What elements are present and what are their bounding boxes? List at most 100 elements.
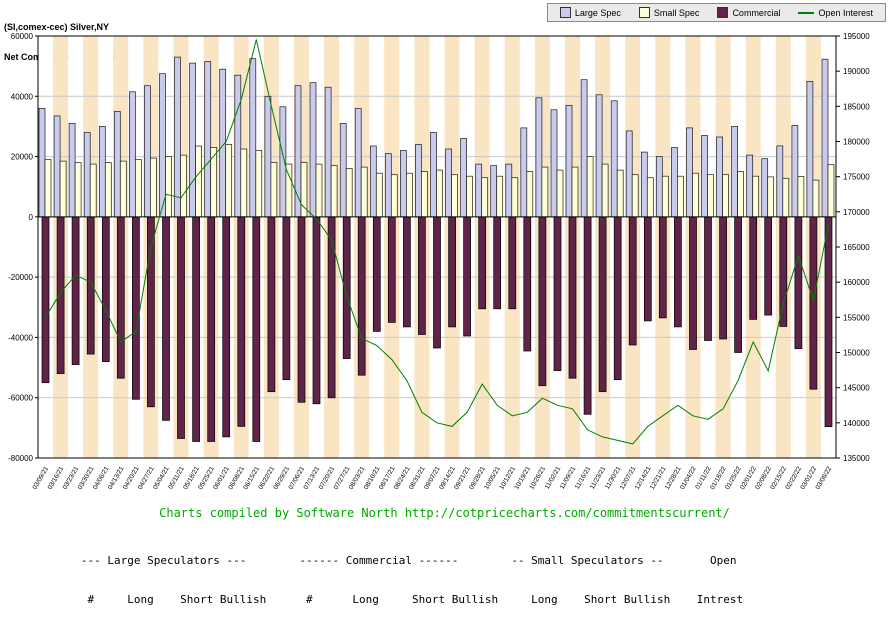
bar-small-spec — [44, 159, 52, 218]
bar-large-spec — [129, 91, 136, 218]
bar-commercial — [734, 216, 742, 353]
bar-commercial — [704, 216, 712, 341]
bar-small-spec — [451, 174, 458, 218]
bar-large-spec — [761, 158, 769, 218]
bar-commercial — [297, 216, 306, 403]
bar-large-spec — [806, 81, 814, 218]
bar-commercial — [418, 216, 426, 335]
bar-commercial — [282, 216, 291, 381]
legend-label: Small Spec — [653, 7, 700, 18]
bar-small-spec — [406, 172, 413, 218]
bar-commercial — [177, 216, 185, 439]
bar-commercial — [41, 216, 50, 384]
bar-large-spec — [701, 135, 708, 218]
y-axis-label-right: 175000 — [843, 173, 870, 182]
bar-small-spec — [511, 177, 519, 218]
bar-small-spec — [89, 163, 97, 218]
bar-commercial — [327, 216, 336, 399]
bar-commercial — [809, 216, 818, 390]
y-axis-label-right: 145000 — [843, 384, 870, 393]
bar-commercial — [252, 216, 261, 442]
bar-commercial — [448, 216, 456, 328]
bar-commercial — [824, 216, 833, 428]
y-axis-label-left: -60000 — [8, 394, 33, 403]
bar-small-spec — [150, 157, 157, 218]
bar-commercial — [613, 216, 622, 381]
legend-item-open-interest: Open Interest — [798, 8, 873, 18]
y-axis-label-right: 195000 — [843, 32, 870, 41]
bar-small-spec — [526, 171, 534, 218]
bar-commercial — [357, 216, 366, 376]
bar-commercial — [86, 216, 95, 355]
bar-large-spec — [655, 156, 663, 218]
legend: Large Spec Small Spec Commercial Open Inter… — [546, 3, 886, 22]
bar-large-spec — [686, 127, 693, 218]
bar-large-spec — [595, 94, 603, 218]
bar-large-spec — [234, 74, 242, 218]
bar-commercial — [583, 216, 592, 415]
table-column-header: # Long Short Bullish # Long Short Bullis… — [8, 593, 744, 606]
credit-line: Charts compiled by Software North http:/… — [159, 506, 730, 520]
bar-commercial — [553, 216, 562, 371]
bar-small-spec — [631, 174, 639, 218]
y-axis-label-right: 190000 — [843, 67, 870, 76]
bar-commercial — [719, 216, 727, 340]
y-axis-label-left: 40000 — [11, 92, 34, 101]
bar-small-spec — [692, 172, 699, 218]
bar-large-spec — [580, 79, 588, 218]
legend-label: Open Interest — [818, 7, 873, 18]
bar-commercial — [643, 216, 652, 322]
bar-large-spec — [565, 104, 573, 218]
bar-large-spec — [821, 58, 829, 218]
legend-item-commercial: Commercial — [717, 7, 780, 18]
bar-large-spec — [415, 144, 422, 218]
chart-title: (SI,comex-cec) Silver,NY — [4, 22, 110, 32]
bar-small-spec — [616, 169, 624, 218]
bar-small-spec — [390, 174, 398, 218]
bar-commercial — [463, 216, 471, 337]
bar-small-spec — [541, 166, 549, 218]
bar-commercial — [312, 216, 321, 405]
bar-commercial — [222, 216, 231, 438]
bar-small-spec — [677, 175, 684, 218]
bar-small-spec — [556, 169, 564, 218]
y-axis-label-right: 160000 — [843, 278, 870, 287]
y-axis-label-right: 155000 — [843, 313, 870, 322]
bar-large-spec — [174, 56, 181, 218]
table-group-header: --- Large Speculators --- ------ Commerc… — [8, 554, 737, 567]
bar-large-spec — [625, 130, 633, 218]
y-axis-label-left: 0 — [29, 213, 34, 222]
open-interest-line — [45, 39, 829, 445]
bar-large-spec — [671, 147, 678, 218]
bar-small-spec — [797, 176, 805, 218]
y-axis-label-left: -80000 — [8, 454, 33, 463]
bar-commercial — [523, 216, 532, 352]
bar-commercial — [689, 216, 697, 350]
bar-large-spec — [445, 148, 452, 218]
bar-small-spec — [135, 159, 142, 218]
bar-small-spec — [812, 179, 820, 218]
bar-small-spec — [104, 162, 112, 218]
bar-commercial — [779, 216, 788, 327]
bar-commercial — [403, 216, 411, 328]
bar-commercial — [387, 216, 396, 323]
bar-small-spec — [601, 163, 609, 218]
bar-commercial — [132, 216, 140, 400]
bar-small-spec — [782, 177, 790, 218]
bar-large-spec — [550, 109, 558, 218]
y-axis-label-left: 20000 — [11, 153, 34, 162]
bar-small-spec — [225, 144, 233, 218]
bar-commercial — [764, 216, 773, 316]
bar-large-spec — [113, 111, 121, 218]
bar-small-spec — [737, 171, 744, 218]
bar-small-spec — [315, 163, 323, 218]
bar-large-spec — [731, 126, 738, 218]
bar-commercial — [568, 216, 577, 379]
bar-commercial — [658, 216, 667, 319]
bar-large-spec — [384, 153, 392, 218]
bar-small-spec — [375, 172, 383, 218]
y-axis-label-right: 170000 — [843, 208, 870, 217]
bar-small-spec — [481, 177, 489, 218]
cot-table: --- Large Speculators --- ------ Commerc… — [8, 528, 743, 620]
